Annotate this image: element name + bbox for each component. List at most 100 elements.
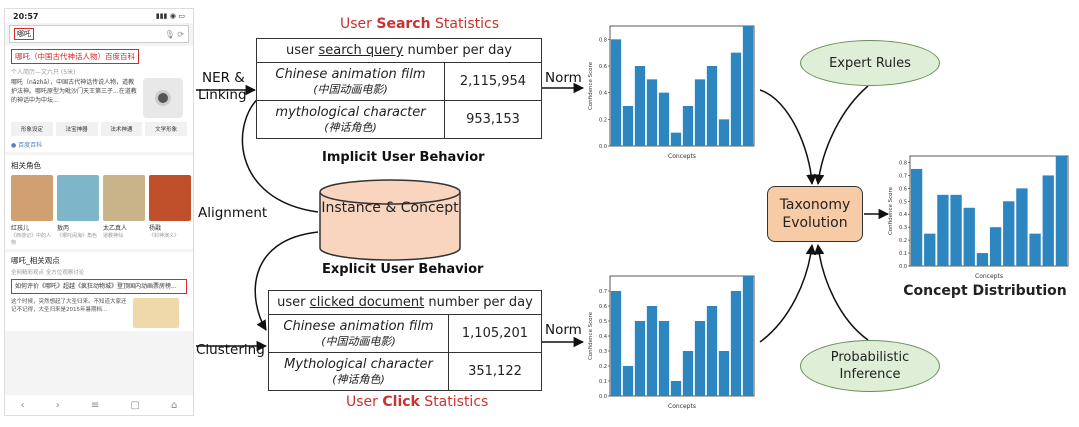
bar bbox=[989, 227, 1002, 266]
bar bbox=[950, 194, 962, 266]
character-name: 太乙真人 bbox=[103, 225, 128, 232]
taxonomy-line2: Evolution bbox=[782, 215, 848, 231]
concept-cell: Chinese animation film (中国动画电影) bbox=[256, 62, 445, 101]
audio-thumb-icon[interactable] bbox=[143, 78, 183, 118]
expert-rules-node: Expert Rules bbox=[800, 40, 940, 86]
header-pre: user bbox=[277, 295, 310, 310]
bar bbox=[1003, 201, 1015, 266]
ner-linking-label: NER & Linking bbox=[198, 70, 247, 104]
curve-prob-inference bbox=[813, 243, 869, 341]
y-tick-label: 0.0 bbox=[899, 264, 907, 270]
character-item[interactable]: 太乙真人 道教神仙 bbox=[103, 175, 145, 246]
concept-en: Chinese animation film bbox=[283, 318, 434, 334]
search-norm-chart: 0.0 0.2 0.4 0.6 0.8 Concepts Confidence Score bbox=[588, 25, 755, 160]
explicit-caption: Explicit User Behavior bbox=[322, 262, 484, 277]
y-axis-label: Confidence Score bbox=[588, 311, 594, 360]
character-name: 敖丙 bbox=[57, 225, 70, 232]
y-tick-label: 0.5 bbox=[899, 199, 907, 205]
curve-bottom-chart bbox=[759, 243, 817, 343]
chip[interactable]: 文学形象 bbox=[145, 122, 187, 136]
x-axis-label: Concepts bbox=[975, 273, 1003, 280]
concept-cell: Chinese animation film (中国动画电影) bbox=[268, 314, 449, 353]
character-image bbox=[103, 175, 145, 221]
concept-en: Mythological character bbox=[284, 356, 433, 372]
plot-frame bbox=[909, 155, 1069, 267]
character-desc: 《西游记》中的人物 bbox=[11, 233, 52, 246]
bar bbox=[610, 39, 622, 146]
search-title-suffix: Statistics bbox=[430, 16, 500, 32]
y-tick-label: 0.1 bbox=[899, 251, 907, 257]
concept-en: mythological character bbox=[275, 104, 426, 120]
y-tick-label: 0.8 bbox=[599, 37, 607, 43]
bar bbox=[1055, 156, 1068, 266]
probabilistic-inference-node: Probabilistic Inference bbox=[800, 340, 940, 392]
y-tick-label: 0.6 bbox=[899, 186, 907, 192]
character-image bbox=[57, 175, 99, 221]
home-icon[interactable]: ⌂ bbox=[171, 399, 178, 411]
prob-line2: Inference bbox=[839, 367, 901, 382]
back-icon[interactable]: ‹ bbox=[20, 399, 25, 411]
y-tick-label: 0.0 bbox=[599, 394, 607, 400]
views-title[interactable]: 哪吒_相关观点 bbox=[11, 256, 60, 265]
bar bbox=[706, 306, 718, 396]
bar bbox=[646, 79, 658, 146]
menu-icon[interactable]: ≡ bbox=[90, 399, 100, 411]
ner-line1: NER & bbox=[202, 70, 245, 86]
y-tick-label: 0.4 bbox=[899, 212, 907, 218]
curve-alignment-top bbox=[241, 94, 319, 213]
curve-alignment-bottom bbox=[254, 231, 319, 331]
y-axis-label: Confidence Score bbox=[588, 61, 594, 110]
value-cell: 2,115,954 bbox=[444, 62, 542, 101]
question-link[interactable]: 如何评价《哪吒》超越《疯狂动物城》登顶国内动画票房榜... bbox=[11, 279, 187, 294]
plot-frame bbox=[609, 25, 755, 147]
bar bbox=[682, 351, 694, 396]
mic-refresh-icon[interactable]: 🎙 ⟳ bbox=[164, 29, 184, 39]
bar bbox=[670, 132, 682, 146]
bar bbox=[1029, 233, 1041, 266]
source-link[interactable]: ● 百度百科 bbox=[11, 142, 43, 149]
bar bbox=[742, 26, 754, 146]
character-item[interactable]: 杨戬 《封神演义》 bbox=[149, 175, 191, 246]
y-tick-label: 0.7 bbox=[899, 173, 907, 179]
bar bbox=[1016, 188, 1028, 266]
bar bbox=[694, 79, 706, 146]
forward-icon[interactable]: › bbox=[55, 399, 60, 411]
alignment-label: Alignment bbox=[198, 205, 268, 221]
curve-expert-rules bbox=[813, 85, 869, 186]
header-post: number per day bbox=[403, 43, 512, 58]
bar bbox=[682, 106, 694, 146]
ner-line2: Linking bbox=[198, 87, 247, 103]
result-card: 哪吒（中国古代神话人物）百度百科 个人简历—文六只 (5米) 哪吒（nǎzhā）… bbox=[5, 46, 193, 152]
tabs-icon[interactable]: ▢ bbox=[130, 399, 140, 411]
bar bbox=[634, 321, 646, 396]
character-image bbox=[11, 175, 53, 221]
y-tick-label: 0.2 bbox=[599, 364, 607, 370]
expert-rules-label: Expert Rules bbox=[829, 55, 911, 71]
related-card: 相关角色 红孩儿 《西游记》中的人物 敖丙 《哪吒闹海》角色 太乙真人 道教神仙… bbox=[5, 155, 193, 249]
bar bbox=[718, 119, 730, 146]
bar bbox=[622, 366, 634, 396]
answer-text: 这个时候，突然想起了大圣归来。不知道大家还记不记得，大圣归来是2015年暑期档.… bbox=[11, 299, 127, 313]
norm-label-bottom: Norm bbox=[545, 322, 582, 338]
bar bbox=[658, 92, 670, 146]
chip[interactable]: 法宝神器 bbox=[55, 122, 98, 136]
result-title[interactable]: 哪吒（中国古代神话人物）百度百科 bbox=[11, 49, 139, 64]
click-stats-title: User Click Statistics bbox=[346, 394, 488, 410]
click-stats-table: user clicked document number per day Chi… bbox=[268, 290, 542, 391]
status-time: 20:57 bbox=[13, 11, 39, 21]
character-name: 杨戬 bbox=[149, 225, 162, 232]
chip[interactable]: 法术神通 bbox=[100, 122, 143, 136]
clustering-label: Clustering bbox=[196, 342, 265, 358]
norm-label-top: Norm bbox=[545, 70, 582, 86]
taxonomy-line1: Taxonomy bbox=[779, 197, 851, 213]
search-bar[interactable]: 哪吒 🎙 ⟳ bbox=[9, 25, 189, 43]
search-table-header: user search query number per day bbox=[256, 38, 542, 63]
character-item[interactable]: 敖丙 《哪吒闹海》角色 bbox=[57, 175, 99, 246]
bottom-nav: ‹ › ≡ ▢ ⌂ bbox=[5, 395, 193, 415]
character-item[interactable]: 红孩儿 《西游记》中的人物 bbox=[11, 175, 53, 246]
prob-line1: Probabilistic bbox=[830, 350, 910, 365]
click-table-header: user clicked document number per day bbox=[268, 290, 542, 315]
search-query[interactable]: 哪吒 bbox=[14, 28, 34, 40]
chip[interactable]: 形象设定 bbox=[11, 122, 53, 136]
